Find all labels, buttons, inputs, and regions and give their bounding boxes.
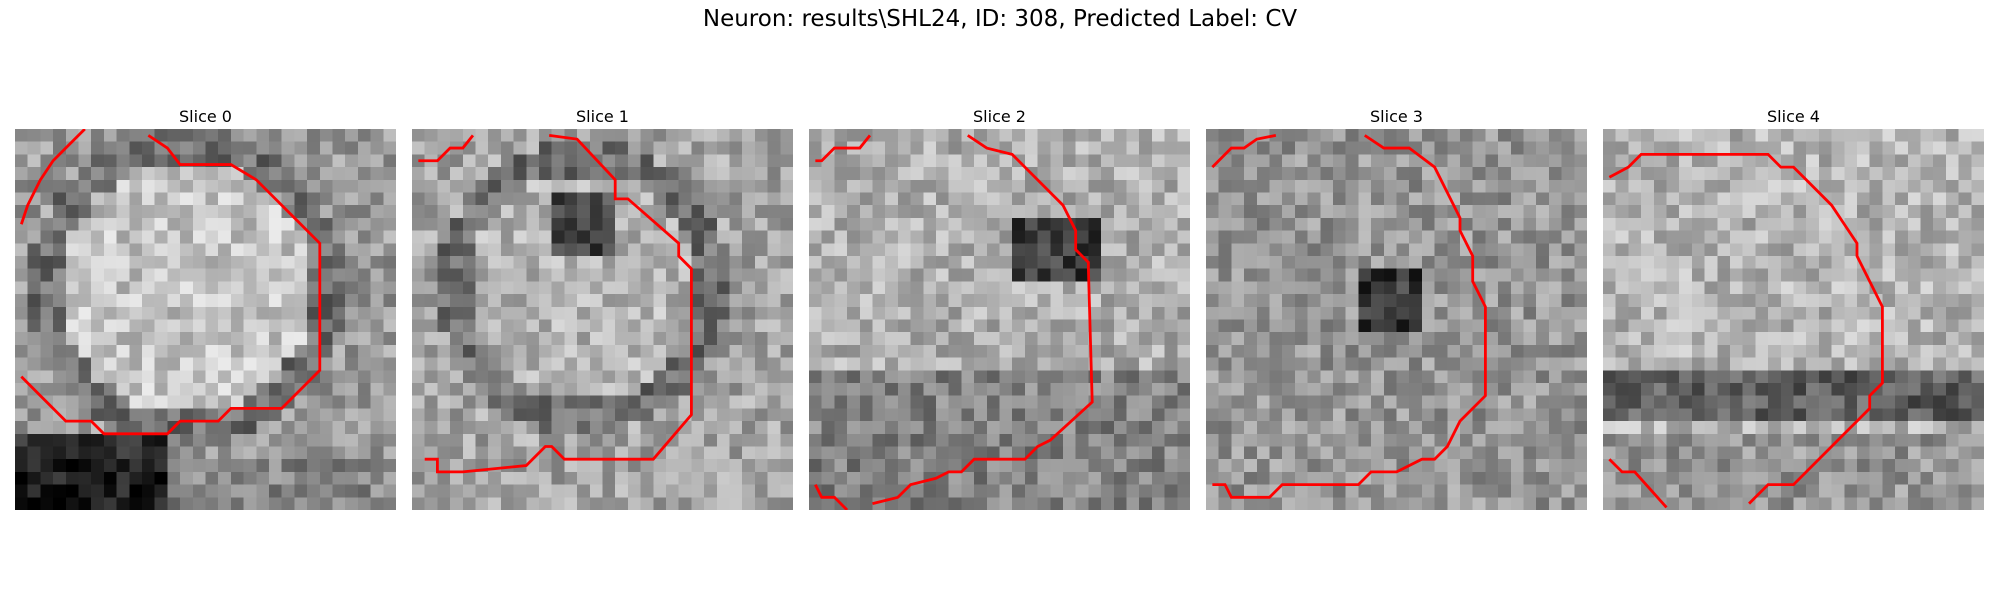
slice-title-1: Slice 1 (576, 107, 629, 126)
figure-title: Neuron: results\SHL24, ID: 308, Predicte… (702, 6, 1298, 32)
slice-image-0 (15, 129, 396, 510)
contour-line (1211, 133, 1277, 169)
contour-line (815, 134, 872, 163)
slice-title-0: Slice 0 (179, 107, 232, 126)
contour-line (20, 134, 322, 436)
contour-line (1608, 458, 1668, 509)
contour-line (814, 483, 849, 510)
slice-panel-0: Slice 0 (15, 105, 396, 510)
slice-title-3: Slice 3 (1370, 107, 1423, 126)
slice-title-4: Slice 4 (1767, 107, 1820, 126)
slice-image-1 (412, 129, 793, 510)
contour-line (1608, 153, 1884, 505)
contour-line (20, 129, 86, 225)
contour-line (418, 134, 475, 163)
slice-panel-1: Slice 1 (412, 105, 793, 510)
contour-line (872, 134, 1094, 506)
slice-panel-4: Slice 4 (1603, 105, 1984, 510)
slice-image-2 (809, 129, 1190, 510)
slice-image-3 (1206, 129, 1587, 510)
contour-line (424, 133, 693, 474)
slice-panel-2: Slice 2 (809, 105, 1190, 510)
slice-title-2: Slice 2 (973, 107, 1026, 126)
slice-panel-3: Slice 3 (1206, 105, 1587, 510)
slice-image-4 (1603, 129, 1984, 510)
contour-line (1212, 134, 1487, 499)
